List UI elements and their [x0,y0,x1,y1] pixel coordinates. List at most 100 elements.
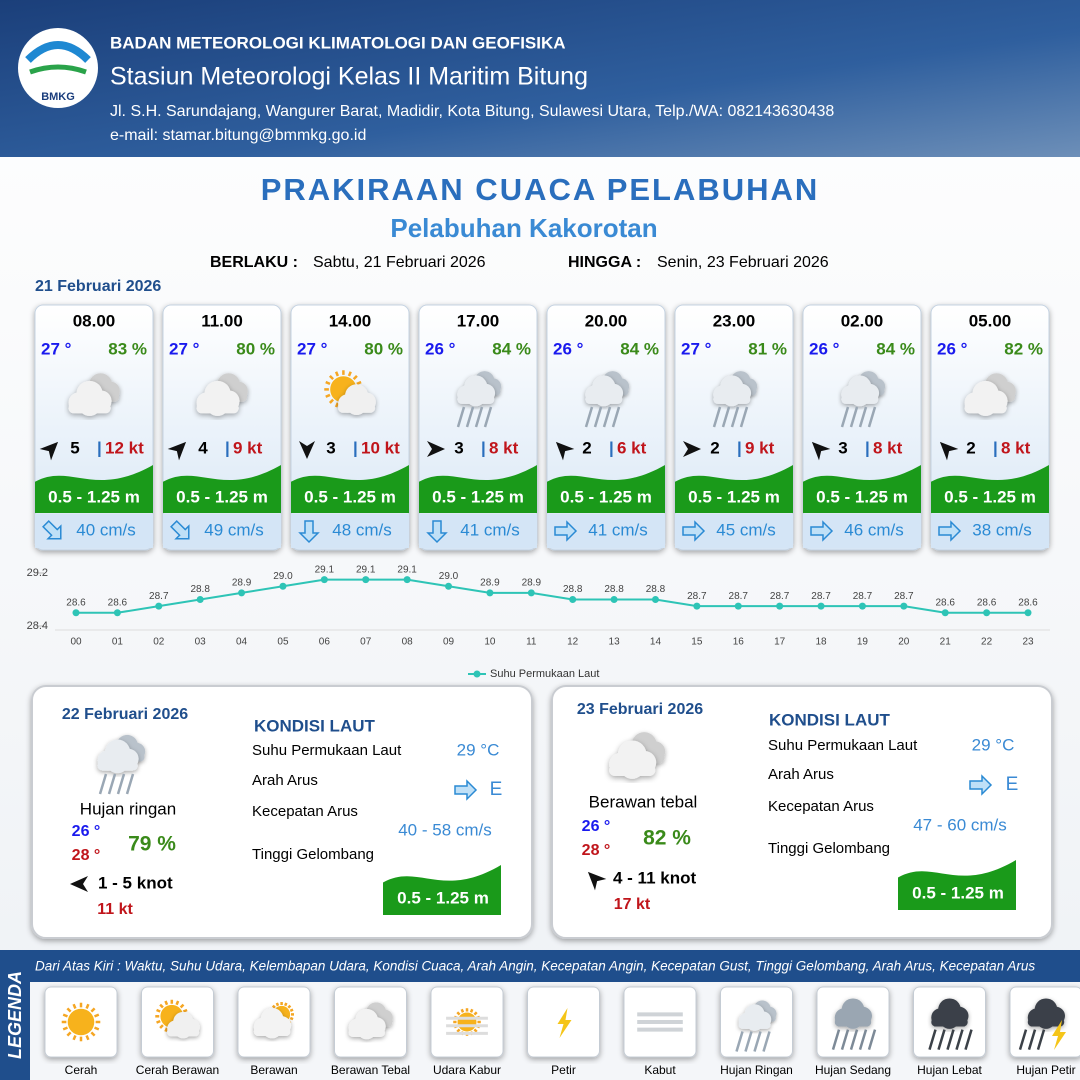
separator: | [225,438,230,457]
cloud-part [97,760,138,771]
value-label: 28.6 [66,597,86,608]
sun-ray [275,1002,280,1007]
rain [593,406,603,428]
wind-arrow [939,441,959,461]
time: 20.00 [585,311,628,330]
current-speed: 47 - 60 cm/s [913,815,1007,834]
value-label: 28.7 [149,591,169,602]
temperature: 26 ° [553,339,584,358]
sst-point [983,609,991,617]
sun-ray [72,1003,77,1009]
wind-speed: 3 [326,438,335,457]
rain [955,1029,964,1050]
rain [1027,1029,1037,1050]
rain [730,406,740,428]
cloud-part [68,402,111,414]
x-tick-label: 14 [650,637,662,648]
legend-item: Cerah Berawan [136,1063,219,1077]
wave [803,465,921,513]
legend-label: Suhu Permukaan Laut [490,668,599,680]
value-label: 28.7 [811,591,831,602]
time: 08.00 [73,311,116,330]
humidity: 84 % [492,339,531,358]
address: Jl. S.H. Sarundajang, Wangurer Barat, Ma… [110,103,834,120]
sun-ray [94,1013,100,1018]
current-speed: 45 cm/s [716,520,776,539]
sun-ray [85,1035,90,1041]
sun-ray [456,1011,461,1016]
sea-title: KONDISI LAUT [769,710,891,729]
sun-ray [473,1011,478,1016]
current-speed: 49 cm/s [204,520,264,539]
humidity: 84 % [620,339,659,358]
x-tick-label: 11 [526,637,537,648]
sst-point [734,602,742,610]
temperature: 26 ° [809,339,840,358]
rain [602,406,612,428]
wave-height: 0.5 - 1.25 m [48,487,140,506]
rain [946,1029,955,1050]
rain [712,406,722,428]
logo-mark [25,41,91,63]
wind-speed: 5 [70,438,79,457]
wave [898,860,1016,910]
value-label: 28.6 [1018,597,1038,608]
separator: | [97,438,102,457]
sst-line [76,578,1028,614]
cloud-part [931,1017,968,1027]
legend-item: Hujan Petir [1016,1063,1075,1077]
time: 23.00 [713,311,756,330]
sst: 29 °C [457,740,500,759]
sst-point [569,596,577,603]
wind-arrow [427,441,445,457]
current-arrow [969,774,993,796]
gust: 11 kt [97,901,133,918]
humidity: 80 % [364,339,403,358]
wind: 1 - 5 knot [98,873,173,892]
wave [419,465,537,513]
rain [964,1029,973,1050]
sst-point [196,596,204,603]
sun-ray [66,1031,72,1037]
legend-dot [473,670,481,678]
wave-height: 0.5 - 1.25 m [304,487,396,506]
sst-point [817,602,825,610]
sun-ray [164,1027,169,1033]
separator: | [353,438,358,457]
sun-ray [164,1000,169,1006]
sun-ray [289,1008,294,1012]
current-speed: 40 - 58 cm/s [398,820,492,839]
sun [457,1012,477,1032]
wind-arrow [39,441,59,461]
humidity: 82 % [643,827,691,850]
sst-point [320,576,328,584]
sun-ray [284,1002,288,1007]
cloud [609,740,657,779]
day-panel: 23 Februari 2026 Berawan tebal 26 ° 28 ° 82 … [551,685,1053,939]
current-speed: 48 cm/s [332,520,392,539]
x-tick-label: 23 [1022,637,1034,648]
current-dir: E [1006,774,1019,795]
wave-height: 0.5 - 1.25 m [912,883,1004,902]
sun-ray [460,1008,465,1013]
value-label: 28.7 [687,591,707,602]
legend-item: Hujan Lebat [917,1063,982,1077]
sun-ray [72,1035,77,1041]
legend-item: Berawan Tebal [331,1063,410,1077]
date: 22 Februari 2026 [62,706,188,723]
sun-ray [156,1008,161,1013]
wind-arrow [811,441,831,461]
rain [849,1029,859,1050]
humidity: 80 % [236,339,275,358]
title: PRAKIRAAN CUACA PELABUHAN [261,172,820,207]
logo-text: BMKG [41,91,75,103]
legend-item: Udara Kabur [433,1063,501,1077]
cloud [196,380,240,417]
cloud-part [834,1017,872,1027]
sst-point [155,602,163,610]
y-tick-label: 29.2 [27,567,48,579]
